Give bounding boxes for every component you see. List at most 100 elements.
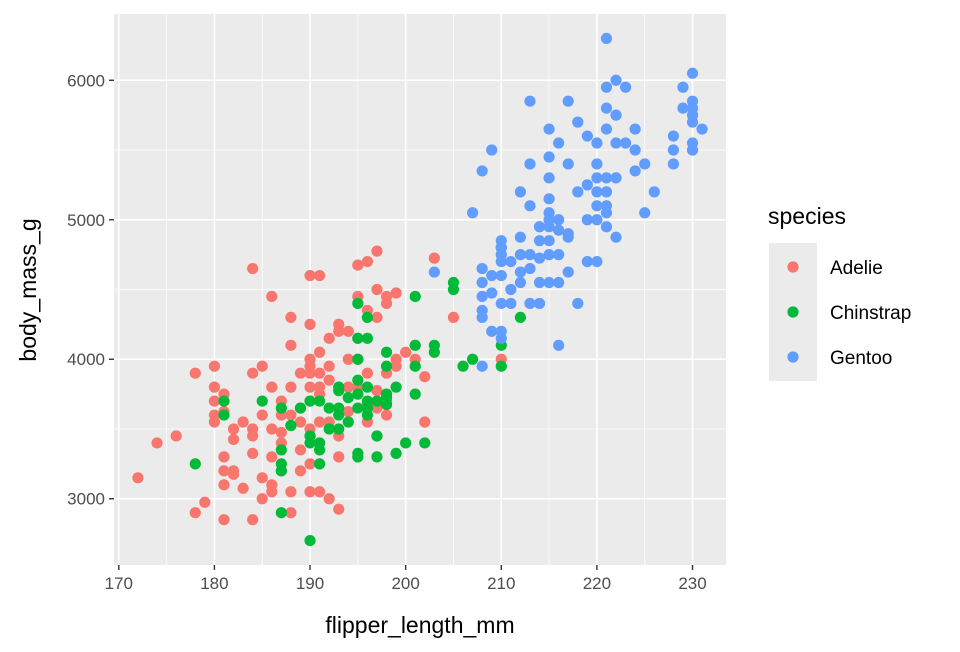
- data-point-gentoo: [533, 221, 546, 233]
- data-point-gentoo: [562, 266, 574, 278]
- data-point-gentoo: [639, 158, 651, 170]
- data-point-adelie: [227, 465, 240, 477]
- data-point-gentoo: [553, 137, 565, 149]
- data-point-adelie: [189, 507, 201, 519]
- data-point-adelie: [371, 311, 383, 323]
- data-point-gentoo: [553, 276, 565, 289]
- data-point-adelie: [419, 371, 431, 383]
- data-point-adelie: [285, 311, 297, 323]
- data-point-gentoo: [610, 74, 622, 86]
- data-point-chinstrap: [189, 458, 201, 470]
- data-point-adelie: [304, 367, 316, 379]
- data-point-gentoo: [600, 221, 613, 233]
- data-point-adelie: [218, 451, 230, 463]
- data-point-gentoo: [524, 95, 536, 107]
- data-point-adelie: [323, 493, 335, 505]
- data-point-gentoo: [610, 109, 622, 121]
- data-point-adelie: [342, 353, 354, 365]
- data-point-gentoo: [591, 186, 603, 198]
- data-point-gentoo: [514, 186, 527, 198]
- data-point-gentoo: [581, 130, 593, 142]
- grid-lines: [114, 14, 726, 565]
- data-point-adelie: [380, 290, 393, 303]
- data-point-gentoo: [476, 360, 488, 372]
- x-tick-label: 180: [200, 574, 228, 593]
- data-point-adelie: [313, 367, 326, 379]
- data-point-gentoo: [667, 130, 680, 142]
- data-point-gentoo: [533, 235, 546, 247]
- data-point-gentoo: [572, 297, 584, 310]
- data-point-adelie: [361, 256, 374, 268]
- data-point-adelie: [227, 433, 240, 446]
- x-tick-label: 170: [105, 574, 133, 593]
- data-point-adelie: [313, 269, 326, 282]
- data-point-adelie: [380, 409, 393, 421]
- data-point-adelie: [237, 416, 249, 428]
- data-point-gentoo: [486, 144, 498, 156]
- data-point-adelie: [256, 360, 268, 372]
- data-point-adelie: [256, 472, 268, 484]
- data-point-chinstrap: [256, 395, 268, 407]
- data-point-adelie: [333, 325, 345, 337]
- data-point-adelie: [342, 325, 354, 337]
- data-point-chinstrap: [400, 437, 412, 449]
- data-point-chinstrap: [352, 402, 364, 414]
- data-point-adelie: [390, 360, 402, 372]
- data-point-chinstrap: [275, 402, 287, 414]
- y-tick-label: 6000: [67, 71, 105, 90]
- data-point-chinstrap: [313, 458, 326, 470]
- data-point-gentoo: [543, 221, 555, 233]
- data-point-gentoo: [533, 252, 546, 264]
- data-point-chinstrap: [371, 430, 383, 442]
- data-point-adelie: [333, 503, 345, 515]
- data-point-gentoo: [543, 249, 555, 261]
- data-point-gentoo: [591, 158, 603, 170]
- data-point-gentoo: [572, 186, 584, 198]
- data-point-chinstrap: [275, 465, 287, 477]
- data-point-adelie: [170, 430, 182, 442]
- data-point-chinstrap: [466, 353, 479, 365]
- data-point-gentoo: [600, 172, 613, 184]
- data-point-adelie: [247, 367, 259, 379]
- data-point-adelie: [352, 259, 364, 271]
- data-point-gentoo: [495, 297, 507, 310]
- data-point-gentoo: [591, 172, 603, 184]
- data-point-gentoo: [591, 256, 603, 268]
- data-point-chinstrap: [304, 534, 316, 547]
- data-point-chinstrap: [275, 507, 287, 519]
- data-point-chinstrap: [342, 416, 354, 428]
- data-point-chinstrap: [409, 290, 421, 303]
- data-point-chinstrap: [371, 451, 383, 463]
- data-point-gentoo: [514, 231, 527, 243]
- x-tick-label: 190: [296, 574, 324, 593]
- data-point-chinstrap: [371, 395, 383, 407]
- data-point-adelie: [294, 416, 307, 428]
- data-point-chinstrap: [342, 392, 354, 404]
- y-tick-label: 5000: [67, 211, 105, 230]
- data-point-adelie: [208, 416, 221, 428]
- data-point-gentoo: [476, 311, 488, 323]
- data-points: [132, 32, 708, 547]
- data-point-adelie: [132, 472, 144, 484]
- data-point-gentoo: [629, 165, 641, 177]
- data-point-gentoo: [553, 339, 565, 351]
- data-point-adelie: [285, 486, 297, 498]
- data-point-gentoo: [476, 276, 488, 289]
- data-point-adelie: [419, 416, 431, 428]
- data-point-adelie: [323, 374, 335, 386]
- data-point-gentoo: [495, 269, 507, 282]
- data-point-adelie: [371, 283, 383, 296]
- legend: species Adelie Chinstrap Gentoo: [768, 203, 911, 381]
- data-point-chinstrap: [390, 381, 402, 393]
- data-point-gentoo: [686, 116, 699, 128]
- data-point-gentoo: [677, 102, 689, 114]
- data-point-gentoo: [466, 207, 479, 219]
- data-point-adelie: [199, 496, 211, 508]
- x-axis-title: flipper_length_mm: [325, 612, 514, 638]
- data-point-gentoo: [505, 256, 517, 268]
- data-point-gentoo: [581, 256, 593, 268]
- data-point-adelie: [189, 367, 201, 379]
- data-point-adelie: [313, 346, 326, 358]
- data-point-chinstrap: [352, 374, 364, 386]
- data-point-gentoo: [629, 123, 641, 135]
